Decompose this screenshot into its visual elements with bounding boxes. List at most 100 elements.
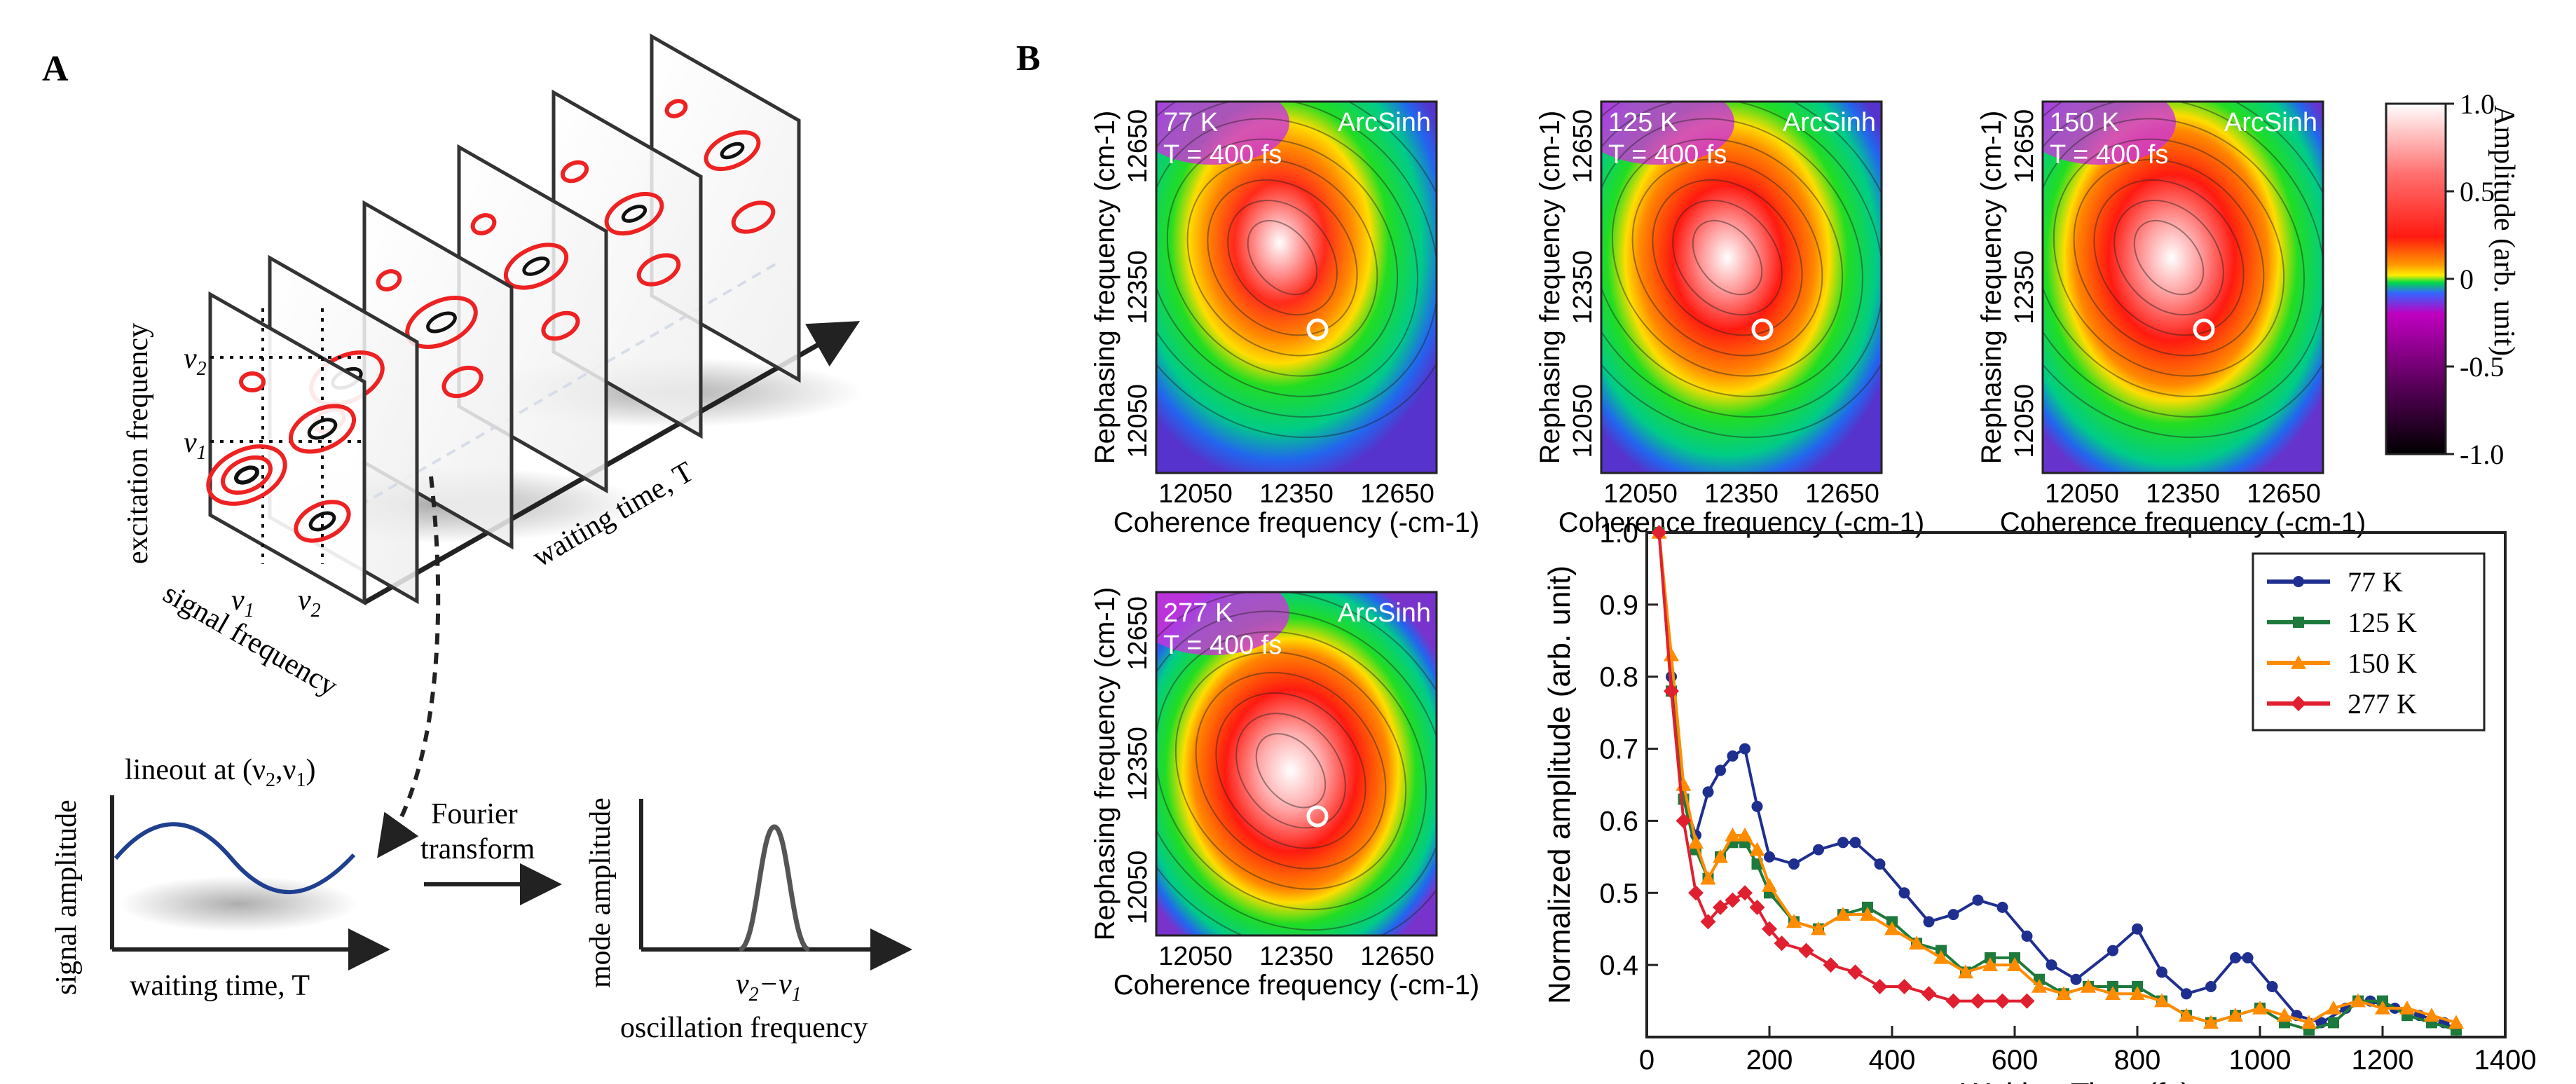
legend-label: 77 K bbox=[2348, 566, 2403, 598]
map-field bbox=[1601, 102, 1882, 473]
map-x-label: Coherence frequency (-cm-1) bbox=[1114, 970, 1479, 1001]
map-y-label: Rephasing frequency (cm-1) bbox=[1535, 111, 1566, 465]
spectrum-map: 125 K T = 400 fs ArcSinh 12050 12350 12650 126… bbox=[1535, 100, 1924, 538]
data-point-circle bbox=[1972, 894, 1984, 906]
panel-b-label: B bbox=[1016, 39, 1041, 78]
data-point-diamond bbox=[1725, 892, 1741, 908]
colorbar-tick-label: 1.0 bbox=[2460, 88, 2495, 120]
data-point-circle bbox=[1813, 844, 1824, 856]
map-field bbox=[2043, 102, 2323, 473]
data-point-circle bbox=[2021, 931, 2033, 942]
data-point-circle bbox=[1837, 837, 1849, 849]
data-point-triangle bbox=[1884, 921, 1900, 935]
x-tick-label: 800 bbox=[2114, 1045, 2161, 1076]
map-waiting-time: T = 400 fs bbox=[1163, 140, 1282, 170]
center-marker-circle bbox=[1751, 318, 1774, 341]
data-point-triangle bbox=[2203, 1015, 2219, 1029]
map-contour bbox=[1601, 102, 1882, 439]
data-point-diamond bbox=[1970, 993, 1986, 1009]
data-point-triangle bbox=[1725, 828, 1741, 842]
chart-legend: 77 K 125 K 150 K 277 K bbox=[2252, 552, 2486, 732]
data-point-diamond bbox=[2291, 696, 2306, 711]
colorbar-gradient bbox=[2385, 102, 2447, 455]
colorbar-tick-label: -1.0 bbox=[2460, 439, 2504, 470]
map-x-tick: 12650 bbox=[1805, 479, 1879, 509]
data-point-triangle bbox=[1664, 647, 1679, 661]
map-contour bbox=[2093, 179, 2245, 336]
map-y-label: Rephasing frequency (cm-1) bbox=[1090, 111, 1121, 465]
map-y-tick: 12050 bbox=[1123, 384, 1153, 458]
data-point-triangle bbox=[2399, 1000, 2415, 1015]
map-contour bbox=[1247, 219, 1318, 296]
data-point-square bbox=[2328, 1017, 2339, 1029]
data-point-triangle bbox=[1676, 777, 1692, 791]
data-point-diamond bbox=[2019, 993, 2035, 1009]
plate-peak-core bbox=[522, 256, 550, 276]
plate-peak bbox=[664, 99, 688, 118]
data-point-circle bbox=[1947, 909, 1959, 921]
map-contour bbox=[1156, 118, 1418, 397]
legend-label: 125 K bbox=[2348, 607, 2417, 638]
data-point-circle bbox=[1874, 858, 1886, 870]
data-point-diamond bbox=[1749, 899, 1765, 915]
map-frame bbox=[1600, 100, 1883, 474]
lineout-dashed-arrow bbox=[377, 476, 441, 858]
plate-peak bbox=[541, 310, 580, 341]
data-point-circle bbox=[1923, 916, 1935, 928]
data-point-triangle bbox=[2105, 986, 2121, 1001]
map-x-tick: 12050 bbox=[1158, 479, 1233, 509]
x-tick-label: 1200 bbox=[2352, 1045, 2414, 1076]
map-y-tick: 12050 bbox=[1123, 851, 1153, 925]
map-x-tick: 12650 bbox=[2247, 479, 2321, 509]
spectrum-map: 150 K T = 400 fs ArcSinh 12050 12350 12650 126… bbox=[1976, 100, 2366, 538]
map-frame bbox=[1155, 591, 1438, 937]
data-point-circle bbox=[2242, 952, 2254, 963]
data-point-triangle bbox=[1786, 914, 1802, 928]
map-contour bbox=[1156, 610, 1437, 931]
data-point-diamond bbox=[1896, 979, 1912, 994]
lineout-title: lineout at (ν2,ν1) bbox=[125, 754, 315, 791]
data-point-diamond bbox=[1651, 525, 1667, 540]
data-point-circle bbox=[1849, 837, 1861, 849]
map-contour bbox=[1631, 158, 1823, 357]
map-contour bbox=[2113, 199, 2224, 316]
plate-peak bbox=[560, 160, 589, 184]
front-plate-peaks bbox=[206, 371, 357, 543]
data-point-triangle bbox=[2056, 986, 2071, 1001]
map-magenta-region bbox=[1601, 102, 1734, 165]
data-point-circle bbox=[1898, 887, 1910, 899]
data-point-triangle bbox=[1762, 878, 1777, 892]
plate-peak bbox=[704, 130, 761, 172]
map-temperature: 150 K bbox=[2050, 108, 2119, 137]
plate-peak-core bbox=[426, 311, 457, 334]
data-point-circle bbox=[2181, 988, 2192, 1000]
data-point-triangle bbox=[2424, 1008, 2439, 1022]
map-contour bbox=[1611, 138, 1844, 377]
lineout-inset: lineout at (ν2,ν1) signal amplitude wait… bbox=[50, 754, 390, 1002]
legend-label: 277 K bbox=[2348, 688, 2417, 720]
data-point-circle bbox=[2230, 952, 2241, 963]
map-contour bbox=[1156, 102, 1437, 418]
data-point-triangle bbox=[1909, 935, 1924, 950]
fourier-label: Fourier bbox=[431, 798, 518, 830]
data-point-triangle bbox=[2130, 986, 2145, 1001]
lineout-waiting-time-label: waiting time, T bbox=[130, 970, 310, 1002]
nu2-label: ν2 bbox=[184, 343, 207, 380]
map-contour bbox=[1207, 179, 1358, 336]
data-point-diamond bbox=[1921, 986, 1937, 1002]
map-contour bbox=[1692, 219, 1763, 296]
map-contour bbox=[2053, 138, 2285, 377]
colorbar-tick-label: 0.5 bbox=[2460, 176, 2495, 207]
data-point-triangle bbox=[1933, 949, 1949, 964]
data-point-circle bbox=[1996, 901, 2008, 913]
map-contour bbox=[1156, 592, 1437, 935]
data-point-circle bbox=[2107, 945, 2118, 956]
plate-peak-core bbox=[621, 205, 648, 223]
y-tick-label: 0.7 bbox=[1599, 734, 1638, 765]
center-marker-circle bbox=[2193, 318, 2215, 341]
data-point-diamond bbox=[1664, 683, 1679, 699]
data-point-circle bbox=[2070, 973, 2082, 985]
map-scale-tag: ArcSinh bbox=[1338, 108, 1431, 137]
map-y-tick: 12650 bbox=[1123, 596, 1153, 671]
